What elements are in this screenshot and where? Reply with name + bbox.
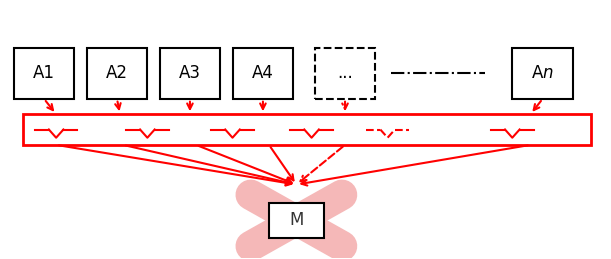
Text: A4: A4 [252, 64, 274, 82]
Text: A$n$: A$n$ [532, 64, 554, 82]
FancyBboxPatch shape [23, 114, 591, 145]
FancyBboxPatch shape [87, 47, 147, 99]
FancyBboxPatch shape [159, 47, 221, 99]
FancyBboxPatch shape [269, 203, 324, 238]
FancyBboxPatch shape [315, 47, 375, 99]
Text: ...: ... [337, 64, 353, 82]
FancyBboxPatch shape [512, 47, 573, 99]
FancyBboxPatch shape [233, 47, 293, 99]
Text: A1: A1 [33, 64, 55, 82]
FancyBboxPatch shape [13, 47, 75, 99]
Text: A3: A3 [179, 64, 201, 82]
Text: A2: A2 [106, 64, 128, 82]
Text: M: M [289, 211, 304, 229]
